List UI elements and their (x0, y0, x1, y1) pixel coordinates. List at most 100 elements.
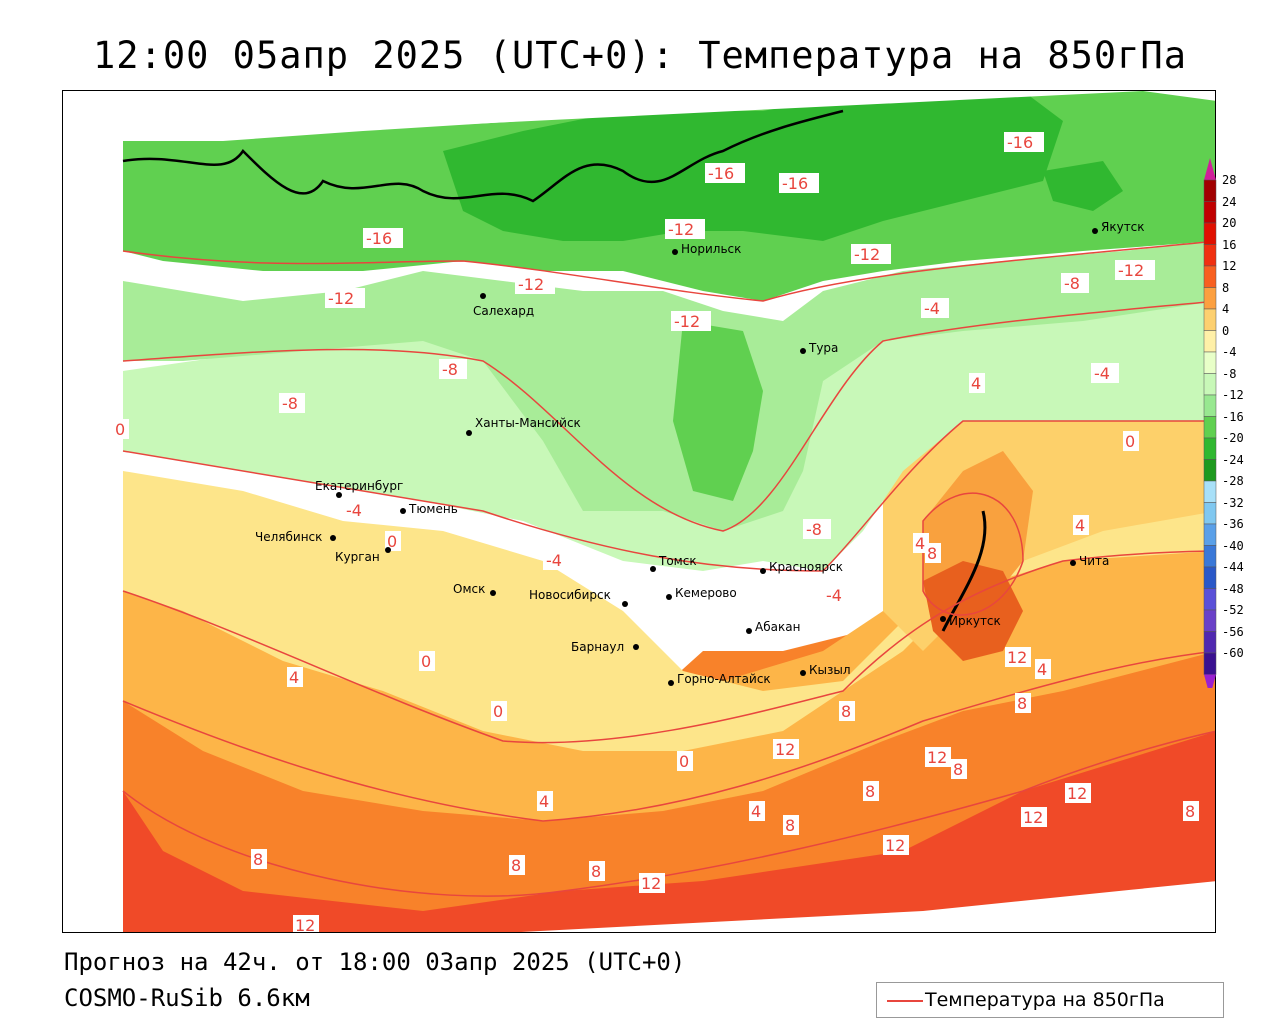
isotherm-label: 12 (773, 739, 799, 759)
city-marker[interactable]: Курган (335, 547, 391, 564)
colorbar-tick-label: 20 (1222, 216, 1237, 230)
isotherm-label: -16 (779, 173, 819, 193)
colorbar-cell (1203, 416, 1217, 439)
svg-text:Красноярск: Красноярск (769, 560, 843, 574)
isotherm-label: 4 (749, 801, 765, 821)
svg-text:8: 8 (1185, 802, 1195, 821)
isotherm-label: -4 (543, 550, 571, 570)
isotherm-label: 0 (385, 531, 401, 551)
isotherm-label: 8 (863, 781, 879, 801)
map-canvas: -16 -16 -16 -16 -12 -12 -12 -12 -12 -12 … (63, 91, 1215, 932)
isotherm-label: -16 (705, 163, 745, 183)
isotherm-label: -4 (343, 500, 371, 520)
svg-text:12: 12 (1067, 784, 1087, 803)
isotherm-label: 4 (287, 667, 303, 687)
isotherm-label: 8 (1183, 801, 1199, 821)
isotherm-label: -8 (279, 393, 305, 413)
colorbar-cell (1203, 631, 1217, 654)
isotherm-label: 12 (293, 915, 319, 932)
isotherm-label: 8 (1015, 693, 1031, 713)
city-marker[interactable]: Челябинск (255, 530, 336, 544)
city-marker[interactable]: Тура (800, 341, 838, 355)
svg-text:0: 0 (493, 702, 503, 721)
colorbar-tick-label: 12 (1222, 259, 1237, 273)
city-marker[interactable]: Кызыл (800, 663, 851, 677)
city-marker[interactable]: Норильск (672, 242, 741, 256)
svg-text:0: 0 (679, 752, 689, 771)
svg-text:8: 8 (927, 544, 937, 563)
city-marker[interactable]: Якутск (1092, 220, 1145, 234)
colorbar-tick-label: -28 (1222, 474, 1244, 488)
city-marker[interactable]: Новосибирск (529, 588, 628, 607)
svg-text:Барнаул: Барнаул (571, 640, 624, 654)
colorbar-cell (1203, 330, 1217, 353)
isotherm-label: 4 (969, 373, 985, 393)
city-marker[interactable]: Томск (650, 554, 697, 572)
colorbar-cell (1203, 179, 1217, 202)
svg-text:0: 0 (115, 420, 125, 439)
colorbar-cell (1203, 588, 1217, 611)
svg-text:8: 8 (841, 702, 851, 721)
svg-text:-8: -8 (282, 394, 298, 413)
city-marker[interactable]: Омск (453, 582, 496, 596)
svg-text:8: 8 (865, 782, 875, 801)
isotherm-label: -8 (439, 359, 467, 379)
colorbar-tick-label: -60 (1222, 646, 1244, 660)
colorbar-tick-label: 28 (1222, 173, 1237, 187)
city-marker[interactable]: Иркутск (940, 614, 1001, 628)
isotherm-label: 4 (1073, 515, 1089, 535)
city-marker[interactable]: Кемерово (666, 586, 737, 600)
isotherm-label: 8 (839, 701, 855, 721)
svg-text:Челябинск: Челябинск (255, 530, 322, 544)
colorbar-tick-label: -56 (1222, 624, 1244, 639)
forecast-info: Прогноз на 42ч. от 18:00 03апр 2025 (UTC… (64, 948, 686, 976)
colorbar-cell (1203, 351, 1217, 374)
colorbar-tick-label: -48 (1222, 581, 1244, 596)
isotherm-label: 4 (537, 791, 553, 811)
city-marker[interactable]: Красноярск (760, 560, 843, 574)
city-marker[interactable]: Тюмень (400, 502, 458, 516)
svg-text:Норильск: Норильск (681, 242, 741, 256)
colorbar-cell (1203, 502, 1217, 525)
svg-text:Чита: Чита (1079, 554, 1109, 568)
city-marker[interactable]: Горно-Алтайск (668, 672, 771, 686)
isotherm-label: -12 (851, 244, 891, 264)
isotherm-label: 12 (1065, 783, 1091, 803)
zone-warm-0 (123, 421, 1215, 751)
isotherm-label: -4 (921, 298, 949, 318)
svg-text:4: 4 (539, 792, 549, 811)
colorbar-cell (1203, 265, 1217, 288)
svg-text:Абакан: Абакан (755, 620, 800, 634)
city-layer: Якутск Норильск Салехард Тура Ханты-Манс… (255, 220, 1145, 686)
svg-text:-12: -12 (328, 289, 354, 308)
svg-text:4: 4 (915, 534, 925, 553)
isotherm-label: 0 (419, 651, 435, 671)
colorbar-tick-label: 16 (1222, 237, 1237, 252)
svg-text:Якутск: Якутск (1101, 220, 1145, 234)
city-marker[interactable]: Екатеринбург (315, 479, 403, 498)
city-marker[interactable]: Салехард (473, 293, 534, 318)
svg-text:-8: -8 (1064, 274, 1080, 293)
city-marker[interactable]: Ханты-Мансийск (466, 416, 581, 436)
svg-text:Кемерово: Кемерово (675, 586, 737, 600)
city-marker[interactable]: Барнаул (571, 640, 639, 654)
svg-text:8: 8 (785, 816, 795, 835)
city-marker[interactable]: Абакан (746, 620, 800, 634)
svg-text:8: 8 (1017, 694, 1027, 713)
temperature-map[interactable]: -16 -16 -16 -16 -12 -12 -12 -12 -12 -12 … (62, 90, 1216, 933)
colorbar-bottom-arrow (1204, 674, 1216, 688)
svg-text:-4: -4 (546, 551, 562, 570)
svg-text:-16: -16 (1007, 133, 1033, 152)
colorbar-cell (1203, 287, 1217, 310)
isotherm-label: 0 (113, 419, 129, 439)
isotherm-label: 8 (509, 855, 525, 875)
svg-text:Тура: Тура (808, 341, 838, 355)
svg-text:4: 4 (751, 802, 761, 821)
svg-text:12: 12 (1023, 808, 1043, 827)
isotherm-label: 12 (883, 835, 909, 855)
city-marker[interactable]: Чита (1070, 554, 1109, 568)
model-name: COSMO-RuSib 6.6км (64, 984, 310, 1012)
colorbar-tick-label: -32 (1222, 495, 1244, 510)
zone-warm-4 (123, 471, 1215, 821)
svg-text:-4: -4 (346, 501, 362, 520)
